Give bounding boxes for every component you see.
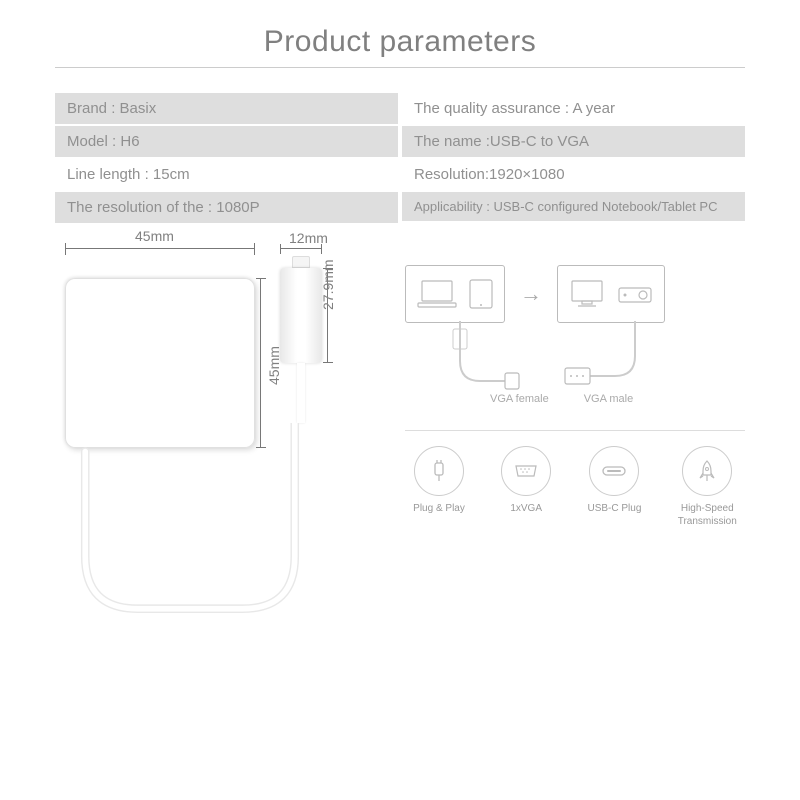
- spec-row: Model : H6: [55, 126, 398, 157]
- spec-label: The resolution of the :: [67, 199, 216, 216]
- spec-label: Resolution:: [414, 166, 489, 183]
- cable-icon: [297, 363, 305, 423]
- feature-item: High-Speed Transmission: [678, 446, 737, 528]
- dimension-label: 45mm: [135, 228, 174, 244]
- spec-value: USB-C to VGA: [490, 133, 589, 150]
- product-dimensions: 45mm 12mm 27.9mm 45mm: [55, 250, 375, 690]
- spec-label: Applicability :: [414, 199, 493, 214]
- connector-label: VGA female: [490, 393, 549, 405]
- spec-label: Brand :: [67, 100, 120, 117]
- spec-value: USB-C configured Notebook/Tablet PC: [493, 199, 717, 214]
- spec-value: H6: [120, 133, 139, 150]
- rocket-icon: [682, 446, 732, 496]
- divider: [405, 430, 745, 431]
- spec-label: The quality assurance :: [414, 100, 572, 117]
- usbc-icon: [589, 446, 639, 496]
- spec-value: Basix: [120, 100, 157, 117]
- divider: [55, 67, 745, 68]
- spec-value: A year: [572, 100, 615, 117]
- arrow-icon: →: [520, 281, 542, 307]
- spec-row: The resolution of the : 1080P: [55, 192, 398, 223]
- dimension-label: 45mm: [266, 346, 282, 385]
- spec-col-left: Brand : Basix Model : H6 Line length : 1…: [55, 93, 398, 225]
- spec-label: Model :: [67, 133, 120, 150]
- spec-col-right: The quality assurance : A year The name …: [402, 93, 745, 225]
- projector-icon: [616, 278, 654, 310]
- vga-icon: [501, 446, 551, 496]
- plug-body: [280, 268, 322, 363]
- features-row: Plug & Play 1xVGA USB-C Plug: [405, 446, 745, 528]
- spec-row: Line length : 15cm: [55, 159, 398, 190]
- plug-icon: [414, 446, 464, 496]
- source-devices-box: [405, 265, 505, 323]
- device-diagram: →: [405, 265, 745, 323]
- feature-label: High-Speed Transmission: [678, 502, 737, 528]
- dimension-label: 12mm: [289, 230, 319, 246]
- plug-tip: [292, 256, 310, 268]
- diagram-section: → VGA female VGA ma: [375, 250, 745, 690]
- spec-row: The quality assurance : A year: [402, 93, 745, 124]
- target-devices-box: [557, 265, 665, 323]
- spec-value: 1080P: [216, 199, 259, 216]
- feature-label: Plug & Play: [413, 502, 465, 515]
- dimension-label: 27.9mm: [320, 259, 336, 310]
- monitor-icon: [568, 278, 606, 310]
- page-title: Product parameters: [0, 25, 800, 59]
- spec-value: 15cm: [153, 166, 190, 183]
- connector-label: VGA male: [584, 393, 634, 405]
- tablet-icon: [468, 278, 494, 310]
- dimension-bar: [65, 248, 255, 249]
- feature-item: USB-C Plug: [587, 446, 641, 528]
- spec-label: The name :: [414, 133, 490, 150]
- spec-row: Applicability : USB-C configured Noteboo…: [402, 192, 745, 221]
- dimension-bar: [280, 248, 322, 249]
- spec-value: 1920×1080: [489, 166, 565, 183]
- feature-item: Plug & Play: [413, 446, 465, 528]
- spec-row: Resolution:1920×1080: [402, 159, 745, 190]
- spec-row: Brand : Basix: [55, 93, 398, 124]
- spec-row: The name :USB-C to VGA: [402, 126, 745, 157]
- laptop-icon: [416, 278, 458, 310]
- cable-curve-icon: [75, 423, 305, 623]
- spec-table: Brand : Basix Model : H6 Line length : 1…: [0, 93, 800, 225]
- spec-label: Line length :: [67, 166, 153, 183]
- feature-item: 1xVGA: [501, 446, 551, 528]
- feature-label: USB-C Plug: [587, 502, 641, 515]
- feature-label: 1xVGA: [510, 502, 542, 515]
